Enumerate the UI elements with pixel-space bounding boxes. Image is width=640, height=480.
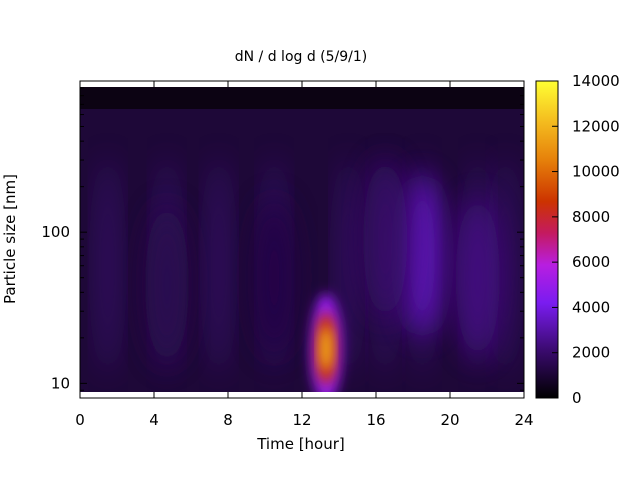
- x-tick-label: 24: [514, 411, 533, 429]
- colorbar: [535, 80, 559, 399]
- chart-title: dN / d log d (5/9/1): [235, 49, 368, 65]
- colorbar-tick-label: 10000: [572, 163, 620, 181]
- heatmap-peak: [320, 326, 333, 371]
- y-axis-label: Particle size [nm]: [1, 174, 19, 304]
- y-axis: 10 100: [41, 87, 524, 399]
- plot-area: [80, 81, 524, 398]
- heatmap-streak: [495, 155, 516, 376]
- colorbar-tick-label: 0: [572, 389, 582, 407]
- heatmap-streak: [338, 155, 359, 376]
- heatmap-base: [80, 81, 524, 398]
- x-tick-label: 8: [223, 411, 233, 429]
- colorbar-tick-label: 12000: [572, 117, 620, 135]
- heatmap-features: [97, 155, 516, 398]
- y-tick-label: 10: [51, 374, 70, 392]
- heatmap-blob: [455, 197, 500, 358]
- colorbar-tick-label: 14000: [572, 72, 620, 90]
- x-tick-label: 20: [440, 411, 459, 429]
- x-axis: 0 4 8 12 16 20 24: [75, 81, 534, 429]
- y-tick-label: 100: [41, 223, 70, 241]
- colorbar-tick-label: 2000: [572, 344, 610, 362]
- heatmap-streak: [208, 155, 229, 376]
- x-tick-label: 12: [292, 411, 311, 429]
- heatmap-blob: [400, 175, 445, 336]
- heatmap-streak: [97, 155, 118, 376]
- x-tick-label: 0: [75, 411, 85, 429]
- heatmap-blob: [144, 204, 189, 365]
- x-tick-label: 16: [366, 411, 385, 429]
- colorbar-tick-label: 4000: [572, 298, 610, 316]
- x-axis-label: Time [hour]: [256, 435, 345, 453]
- colorbar-ticks: 0 2000 4000 6000 8000 10000 12000 14000: [552, 72, 620, 407]
- colorbar-tick-label: 6000: [572, 253, 610, 271]
- x-tick-label: 4: [149, 411, 159, 429]
- heatmap-blob: [363, 159, 408, 320]
- colorbar-tick-label: 8000: [572, 208, 610, 226]
- heatmap-blob: [252, 197, 297, 358]
